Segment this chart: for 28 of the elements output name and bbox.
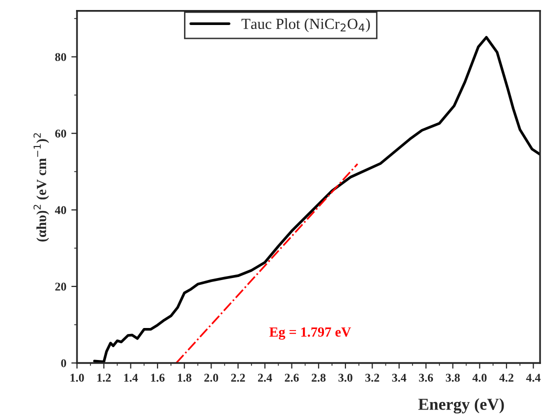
x-tick-label: 1.4 <box>124 374 138 382</box>
x-tick-label: 4.2 <box>499 374 514 382</box>
x-axis-title: Energy (eV) <box>418 398 504 414</box>
x-tick-label: 4.4 <box>526 374 540 382</box>
legend-label: Tauc Plot (NiCr$_{2}$O$_{4}$) <box>242 18 370 32</box>
x-tick-label: 2.8 <box>312 374 326 382</box>
y-tick-label: 60 <box>55 130 66 138</box>
x-tick-label: 3.0 <box>338 374 352 382</box>
annotation: Eg = 1.797 eV <box>269 327 351 340</box>
y-tick-label: 40 <box>54 206 66 214</box>
x-tick-label: 3.8 <box>446 374 460 382</box>
x-tick-label: 2.2 <box>231 374 245 382</box>
x-tick-label: 3.6 <box>419 374 433 382</box>
line-series <box>93 36 540 363</box>
y-tick-label: 80 <box>55 53 66 62</box>
x-tick-label: 4.0 <box>472 374 487 382</box>
x-tick-label: 3.4 <box>392 374 406 382</box>
x-tick-label: 2.0 <box>204 374 218 382</box>
y-tick-label: 20 <box>55 282 66 291</box>
x-tick-label: 2.6 <box>284 374 299 382</box>
x-tick-label: 3.2 <box>365 374 380 382</box>
y-tick-label: 0 <box>61 359 66 368</box>
x-tick-label: 1.2 <box>97 374 111 382</box>
x-tick-label: 2.4 <box>258 374 272 382</box>
x-tick-label: 1.0 <box>70 374 84 382</box>
x-tick-label: 1.6 <box>151 374 165 382</box>
x-tick-label: 1.8 <box>178 374 192 382</box>
y-axis-title: (αhυ)$^{2}$ (eV cm$^{−1}$)$^{2}$ <box>34 133 50 242</box>
